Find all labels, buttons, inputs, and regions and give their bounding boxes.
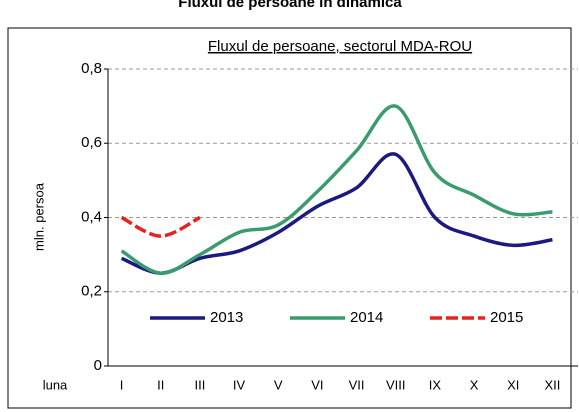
line-series [120,152,553,275]
legend-label: 2015 [490,309,523,326]
x-tick-label: VII [349,377,365,392]
x-tick-label: I [120,377,124,392]
x-tick-label: III [194,377,205,392]
x-tick-label: II [157,377,164,392]
x-tick-label: V [274,377,283,392]
x-tick-label: IV [233,377,246,392]
x-tick-label: VIII [386,377,406,392]
x-tick-label: IX [429,377,442,392]
chart-title: Fluxul de persoane, sectorul MDA-ROU [208,38,472,55]
line-series [120,215,201,238]
y-tick-label: 0,6 [81,134,102,151]
legend-label: 2014 [350,309,383,326]
x-axis-label: luna [43,377,68,392]
y-tick-label: 0 [94,357,102,374]
page-title: Fluxul de persoane în dinamică [178,0,402,11]
y-tick-label: 0,4 [81,208,102,225]
line-series [120,104,553,275]
x-tick-label: XII [544,377,560,392]
y-tick-label: 0,2 [81,283,102,300]
y-axis-label: mln. persoa [31,182,46,251]
x-tick-label: VI [311,377,323,392]
legend-label: 2013 [210,309,243,326]
y-tick-label: 0,8 [81,60,102,77]
x-tick-label: X [470,377,479,392]
x-tick-label: XI [507,377,519,392]
